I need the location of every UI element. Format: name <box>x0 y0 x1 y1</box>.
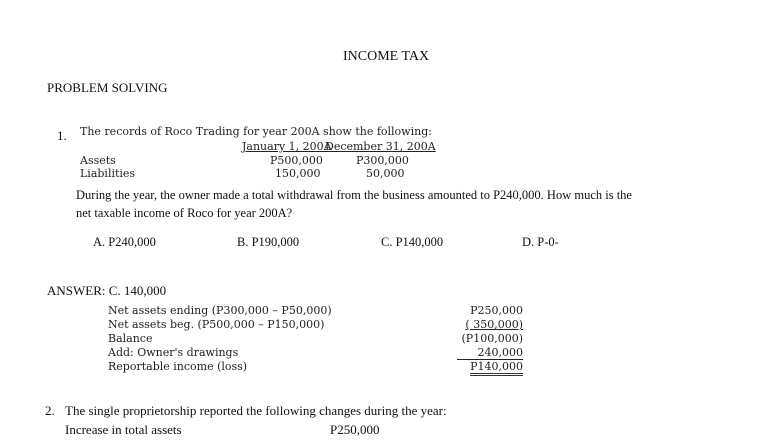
solution-value: P140,000 <box>457 360 523 376</box>
question-text: net taxable income of Roco for year 200A… <box>76 206 293 220</box>
row-value: P300,000 <box>356 154 409 167</box>
column-header: December 31, 200A <box>325 140 436 153</box>
question-text: During the year, the owner made a total … <box>76 188 632 202</box>
solution-label: Balance <box>108 332 153 345</box>
question-intro: The single proprietorship reported the f… <box>65 403 447 418</box>
row-value: P250,000 <box>330 422 380 437</box>
solution-value: (P100,000) <box>461 332 523 345</box>
row-label: Assets <box>80 154 116 167</box>
row-label: Increase in total assets <box>65 422 182 437</box>
column-header: January 1, 200A <box>242 140 332 153</box>
option-a: A. P240,000 <box>93 235 156 249</box>
answer: ANSWER: C. 140,000 <box>47 283 167 298</box>
solution-label: Reportable income (loss) <box>108 360 248 373</box>
option-c: C. P140,000 <box>381 235 444 249</box>
row-label: Liabilities <box>80 167 136 180</box>
row-value: P500,000 <box>270 154 323 167</box>
row-value: 50,000 <box>366 167 405 180</box>
solution-label: Add: Owner's drawings <box>108 346 239 359</box>
solution-value: P250,000 <box>470 304 523 317</box>
section-heading: PROBLEM SOLVING <box>47 80 168 95</box>
option-b: B. P190,000 <box>237 235 300 249</box>
solution-label: Net assets ending (P300,000 – P50,000) <box>108 304 332 317</box>
solution-value: 240,000 <box>457 347 523 360</box>
option-d: D. P-0- <box>522 235 559 249</box>
solution-value: ( 350,000) <box>465 318 523 331</box>
solution-label: Net assets beg. (P500,000 – P150,000) <box>108 318 325 331</box>
document-title: INCOME TAX <box>343 49 430 64</box>
question-intro: The records of Roco Trading for year 200… <box>80 125 432 138</box>
question-number: 1. <box>57 128 67 143</box>
row-value: 150,000 <box>275 167 321 180</box>
question-number: 2. <box>45 403 55 418</box>
total-value: P140,000 <box>470 360 523 376</box>
